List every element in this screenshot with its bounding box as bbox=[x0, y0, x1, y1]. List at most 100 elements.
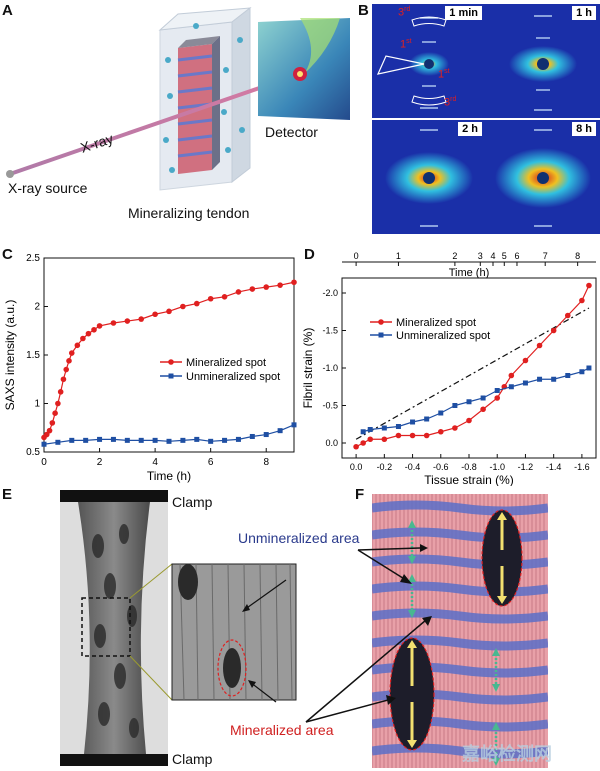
panel-label-e: E bbox=[2, 486, 13, 503]
gap-band-0 bbox=[372, 500, 548, 516]
chart-d-top-xlabel: Time (h) bbox=[449, 267, 490, 279]
chart-d-top-tick-label-8: 8 bbox=[575, 251, 580, 261]
detector-label: Detector bbox=[265, 124, 318, 140]
panel-label-a: A bbox=[2, 2, 13, 19]
chart-c-point-1-10 bbox=[180, 437, 186, 443]
panel-e-micrograph bbox=[60, 490, 297, 766]
chart-c-point-1-7 bbox=[138, 437, 144, 443]
chart-c-point-0-11 bbox=[74, 342, 81, 349]
time-1min: 1 min bbox=[445, 6, 482, 20]
chart-c-point-1-3 bbox=[83, 437, 89, 443]
chart-d-point-0-13 bbox=[508, 372, 515, 379]
chart-c-point-1-6 bbox=[124, 437, 130, 443]
chart-c-point-0-21 bbox=[180, 303, 186, 310]
chart-d-frame bbox=[341, 277, 597, 459]
chart-c-point-0-16 bbox=[110, 320, 117, 326]
chart-c-xlabel: Time (h) bbox=[147, 469, 191, 483]
chart-d-point-1-17 bbox=[586, 365, 592, 371]
chart-d-point-0-17 bbox=[564, 312, 571, 319]
chart-c-legend-marker-1 bbox=[168, 373, 174, 379]
saxs-pattern-1h: 1 h bbox=[486, 4, 600, 118]
gap-band-9 bbox=[372, 743, 548, 759]
chart-d-point-1-12 bbox=[522, 380, 528, 386]
mineral-deposit-0 bbox=[481, 509, 523, 607]
order-1st-bottom-sup: st bbox=[444, 68, 450, 75]
chart-d-point-0-5 bbox=[409, 432, 416, 439]
strain-arrowhead-down-1 bbox=[407, 740, 417, 748]
chart-d-point-0-14 bbox=[522, 357, 529, 364]
tendon-label: Mineralizing tendon bbox=[128, 205, 250, 221]
panel-f-arrows bbox=[305, 544, 432, 723]
chart-d-point-1-9 bbox=[480, 395, 486, 401]
chart-d-point-1-1 bbox=[367, 427, 373, 432]
chart-c-legend-marker-0 bbox=[168, 359, 174, 365]
order-1st-bottom: 1 bbox=[438, 68, 445, 81]
chart-c-point-0-5 bbox=[55, 400, 61, 407]
chart-c-point-1-4 bbox=[97, 436, 103, 442]
chart-d-top-tick-label-3: 3 bbox=[478, 251, 483, 261]
chart-c-ytick-label-4: 2.5 bbox=[26, 253, 40, 264]
panel-label-c: C bbox=[2, 246, 13, 263]
clamp-top-label: Clamp bbox=[172, 494, 213, 510]
chart-d-legend-label-0: Mineralized spot bbox=[396, 317, 476, 329]
chart-d-point-0-3 bbox=[381, 436, 388, 443]
chart-c-point-1-1 bbox=[55, 439, 61, 445]
chart-d-point-0-4 bbox=[395, 432, 402, 439]
strain-arrowhead-up-1 bbox=[407, 640, 417, 648]
panel-label-d: D bbox=[304, 246, 315, 263]
chart-d-xtick-label-7: -1.4 bbox=[546, 462, 562, 472]
chart-d-ytick-label-2: -1.0 bbox=[322, 363, 338, 373]
chart-d-point-0-6 bbox=[423, 432, 430, 439]
chart-c-point-0-20 bbox=[166, 308, 172, 315]
chart-d-point-0-9 bbox=[466, 417, 472, 424]
chart-c-legend-label-1: Unmineralized spot bbox=[186, 371, 280, 383]
chart-c-ylabel: SAXS intensity (a.u.) bbox=[3, 300, 17, 411]
green-arrowhead-up-3 bbox=[492, 722, 500, 730]
chart-c-xtick-label-4: 8 bbox=[263, 457, 269, 468]
chart-c-xtick-label-2: 4 bbox=[152, 457, 158, 468]
chart-c-point-0-26 bbox=[249, 286, 256, 292]
chart-d-xtick-label-0: 0.0 bbox=[350, 462, 363, 472]
green-arrowhead-down-3 bbox=[492, 758, 500, 766]
chart-c-point-1-8 bbox=[152, 437, 158, 443]
chart-d-point-1-7 bbox=[452, 403, 458, 408]
chart-c-legend-label-0: Mineralized spot bbox=[186, 357, 266, 369]
chart-c-point-0-10 bbox=[68, 350, 75, 356]
chart-c-point-0-9 bbox=[66, 358, 72, 364]
xray-source-label: X-ray source bbox=[8, 180, 88, 196]
chart-d-legend-marker-1 bbox=[378, 332, 384, 338]
green-arrowhead-up-2 bbox=[492, 648, 500, 656]
strain-arrowhead-up-0 bbox=[497, 512, 507, 520]
chart-c-point-0-25 bbox=[235, 289, 242, 295]
chart-d-xlabel: Tissue strain (%) bbox=[424, 473, 514, 486]
green-arrowhead-down-1 bbox=[408, 610, 416, 618]
chart-c-point-1-2 bbox=[69, 437, 75, 443]
chart-c-point-0-24 bbox=[221, 294, 228, 300]
saxs-pattern-8h: 8 h bbox=[486, 120, 600, 234]
chart-c-point-0-2 bbox=[46, 427, 53, 434]
time-1h: 1 h bbox=[572, 6, 596, 20]
chart-c-xtick-label-0: 0 bbox=[41, 457, 47, 468]
panel-f-diagram bbox=[372, 494, 548, 768]
chart-c-point-0-7 bbox=[60, 376, 67, 383]
chart-d-top-tick-label-1: 1 bbox=[396, 251, 401, 261]
chart-c-point-1-5 bbox=[110, 436, 116, 442]
saxs-pattern-2h: 2 h bbox=[372, 120, 486, 234]
chart-c-point-0-29 bbox=[291, 279, 297, 286]
chart-c-ytick-label-3: 2 bbox=[34, 302, 40, 313]
chart-d-legend-marker-0 bbox=[378, 319, 384, 325]
strain-arrowhead-down-0 bbox=[497, 596, 507, 604]
time-8h: 8 h bbox=[572, 122, 596, 136]
chart-c-point-0-19 bbox=[152, 311, 158, 318]
chart-c-point-0-8 bbox=[63, 366, 70, 373]
chart-d-point-0-10 bbox=[480, 406, 486, 413]
chart-c-point-0-13 bbox=[85, 330, 92, 337]
time-2h: 2 h bbox=[458, 122, 482, 136]
order-3rd-bottom: 3 bbox=[444, 96, 451, 109]
chart-c-point-1-14 bbox=[235, 436, 241, 442]
chart-d-ylabel: Fibril strain (%) bbox=[301, 328, 315, 409]
chart-d-point-1-15 bbox=[565, 373, 571, 378]
order-3rd-top-sup: rd bbox=[404, 6, 411, 13]
chart-c-point-1-17 bbox=[277, 428, 283, 434]
chart-d-point-1-10 bbox=[494, 388, 500, 393]
